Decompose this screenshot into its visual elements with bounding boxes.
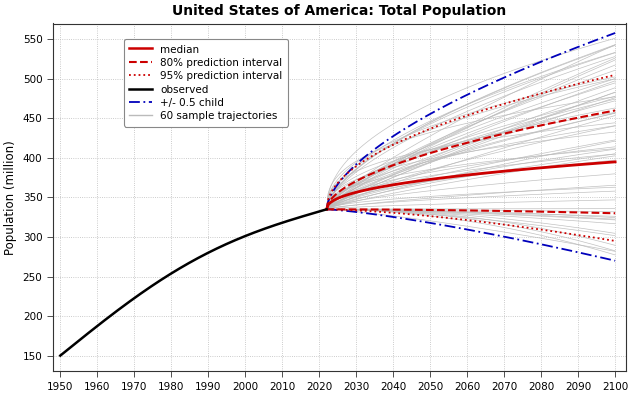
Legend: median, 80% prediction interval, 95% prediction interval, observed, +/- 0.5 chil: median, 80% prediction interval, 95% pre…	[124, 39, 288, 127]
Y-axis label: Population (million): Population (million)	[4, 140, 17, 255]
Title: United States of America: Total Population: United States of America: Total Populati…	[172, 4, 507, 18]
